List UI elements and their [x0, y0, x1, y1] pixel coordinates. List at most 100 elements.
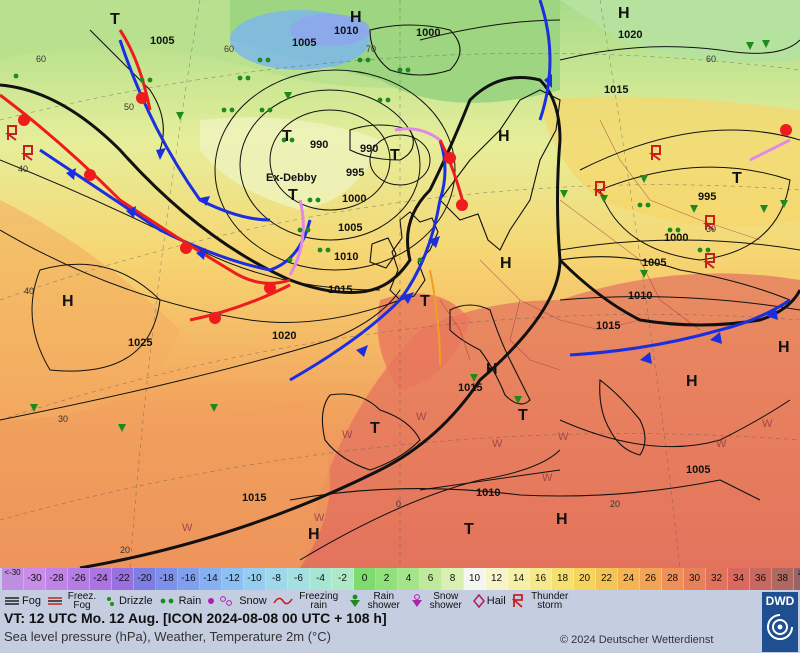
scale-cell: 24 — [618, 568, 640, 590]
pressure-label: 1010 — [334, 25, 358, 37]
pressure-label: 1010 — [628, 290, 652, 302]
isotherm-label: 30 — [706, 224, 716, 234]
coastlines — [89, 24, 791, 501]
scale-cell: 26 — [640, 568, 662, 590]
weather-map: 1005 1005 1010 1000 1020 1015 990 990 99… — [0, 0, 800, 568]
warm-marker: W — [342, 429, 353, 441]
temperature-field — [0, 0, 800, 568]
dwd-logo[interactable]: DWD — [762, 592, 798, 652]
freezing-rain-icon — [273, 597, 293, 605]
low-pressure-center: T — [420, 293, 430, 310]
pressure-label: 995 — [698, 191, 716, 203]
scale-cell: -30 — [24, 568, 46, 590]
scale-cell: -24 — [90, 568, 112, 590]
valid-time: VT: 12 UTC Mo. 12 Aug. [ICON 2024-08-08 … — [4, 610, 387, 626]
high-pressure-center: H — [486, 361, 498, 378]
legend-thunderstorm-label: Thunder storm — [531, 591, 569, 611]
occluded-front-north — [394, 127, 441, 142]
thunderstorm-icon — [511, 594, 523, 608]
rain-icon — [160, 598, 173, 604]
weather-fronts — [0, 0, 791, 382]
scale-cell: 2 — [376, 568, 398, 590]
legend-thunderstorm: Thunder storm — [511, 591, 574, 611]
scale-cell: -22 — [112, 568, 134, 590]
legend-freezing-rain-label: Freezing rain — [299, 591, 339, 611]
pressure-label: 1005 — [338, 222, 362, 234]
isotherm-label: 60 — [36, 54, 46, 64]
pressure-label: 1005 — [150, 35, 174, 47]
snow-icon — [208, 596, 233, 606]
scale-cell: -10 — [244, 568, 266, 590]
weather-symbol-legend: Fog Freez. Fog Drizzle Rain Snow Freezin… — [4, 591, 764, 611]
warm-front-atlantic — [0, 93, 291, 285]
high-pressure-center: H — [62, 293, 74, 310]
pressure-label: 1005 — [292, 37, 316, 49]
pressure-label: 995 — [346, 167, 364, 179]
pressure-label: 1015 — [242, 492, 266, 504]
cold-front-east — [569, 298, 791, 357]
dwd-swirl-icon — [767, 613, 794, 640]
temperature-color-scale: <-30 -30 -28 -26 -24 -22 -20 -18 -16 -14 -12 -10 -8-… — [2, 568, 800, 590]
legend-freezing-fog-label: Freez. Fog — [67, 591, 97, 611]
low-pressure-center: T — [390, 147, 400, 164]
scale-cell: 38 — [772, 568, 794, 590]
warm-front-south — [189, 283, 291, 322]
pressure-label: 1010 — [476, 487, 500, 499]
pressure-label: 1000 — [416, 27, 440, 39]
scale-cell: -26 — [68, 568, 90, 590]
pressure-labels: 1005 1005 1010 1000 1020 1015 990 990 99… — [128, 25, 716, 504]
pressure-label: 1020 — [618, 29, 642, 41]
pressure-label: 1010 — [334, 251, 358, 263]
low-pressure-center: T — [518, 407, 528, 424]
scale-cell: 36 — [750, 568, 772, 590]
scale-cell: 16 — [530, 568, 552, 590]
legend-drizzle-label: Drizzle — [118, 595, 153, 607]
isotherm-label: 60 — [706, 54, 716, 64]
isotherm-label: 70 — [366, 44, 376, 54]
low-pressure-center: T — [732, 170, 742, 187]
scale-cell: -2 — [332, 568, 354, 590]
low-pressure-center: T — [110, 11, 120, 28]
scale-cell: -18 — [156, 568, 178, 590]
scale-cell: -4 — [310, 568, 332, 590]
warm-marker: W — [558, 431, 569, 443]
pressure-systems: T H H T T H T H H T H T T H H H T T H — [62, 5, 790, 543]
legend-panel: <-30 -30 -28 -26 -24 -22 -20 -18 -16 -14 -12 -10 -8-… — [0, 568, 800, 653]
high-pressure-center: H — [618, 5, 630, 22]
warm-front-north — [118, 29, 152, 111]
scale-cell: 28 — [662, 568, 684, 590]
scale-cell: 18 — [552, 568, 574, 590]
occluded-front-storm — [288, 199, 305, 276]
scale-cell: -8 — [266, 568, 288, 590]
legend-hail: Hail — [472, 594, 506, 608]
pressure-label: 1025 — [128, 337, 152, 349]
drizzle-icon — [106, 597, 114, 606]
scale-cell: -28 — [46, 568, 68, 590]
legend-fog-label: Fog — [22, 595, 41, 607]
warm-marker: W — [542, 472, 553, 484]
scale-cell: 34 — [728, 568, 750, 590]
copyright: © 2024 Deutscher Wetterdienst — [560, 634, 714, 646]
precipitation-symbols — [13, 40, 788, 432]
cold-front-scandinavia — [538, 0, 552, 121]
scale-cell: -16 — [178, 568, 200, 590]
legend-rain-shower-label: Rain shower — [367, 591, 400, 611]
legend-freezing-fog: Freez. Fog — [47, 591, 99, 611]
cold-front-europe — [289, 139, 447, 382]
legend-freezing-rain: Freezing rain — [273, 591, 343, 611]
warm-marker: W — [762, 418, 773, 430]
storm-label: Ex-Debby — [266, 172, 318, 184]
isotherm-label: 0 — [396, 499, 401, 509]
legend-rain: Rain — [159, 595, 201, 607]
isotherm-label: 60 — [224, 44, 234, 54]
warm-marker: W — [716, 438, 727, 450]
graticule — [0, 0, 800, 568]
isotherm-labels: 60 60 50 40 40 30 30 20 20 0 60 70 — [18, 44, 716, 555]
legend-rain-shower: Rain shower — [349, 591, 405, 611]
pressure-label: 1015 — [604, 84, 628, 96]
scale-cell: 30 — [684, 568, 706, 590]
legend-snow-label: Snow — [239, 595, 267, 607]
pressure-label: 1015 — [328, 284, 352, 296]
high-pressure-center: H — [686, 373, 698, 390]
hail-icon — [472, 594, 485, 608]
